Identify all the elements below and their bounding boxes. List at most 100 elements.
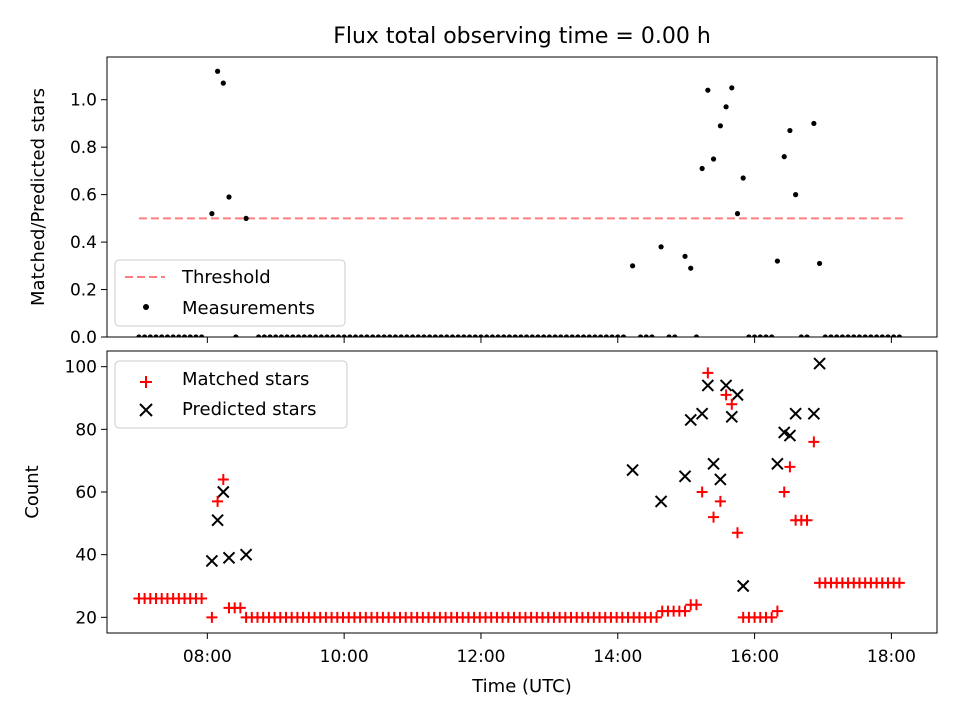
predicted-star-point <box>714 473 727 486</box>
measurement-point <box>427 334 433 337</box>
matched-star-point <box>766 611 778 623</box>
predicted-star-point <box>789 407 802 420</box>
top-y-tick-label: 0.4 <box>70 233 97 253</box>
measurement-point <box>261 334 267 337</box>
measurement-point <box>729 85 735 91</box>
matched-star-point <box>702 367 714 379</box>
legend-predicted-swatch <box>139 403 153 417</box>
measurement-point <box>879 334 885 337</box>
measurement-point <box>495 334 501 337</box>
measurement-point <box>313 334 319 337</box>
measurement-point <box>220 80 226 86</box>
measurement-point <box>501 334 507 337</box>
measurement-point <box>370 334 376 337</box>
measurement-point <box>518 334 524 337</box>
matched-star-point <box>808 436 820 448</box>
predicted-star-point <box>725 410 738 424</box>
measurement-point <box>472 334 478 337</box>
measurement-point <box>301 334 307 337</box>
measurement-point <box>489 334 495 337</box>
matched-star-point <box>731 527 743 539</box>
measurement-point <box>558 334 564 337</box>
predicted-star-point <box>783 429 797 442</box>
measurement-point <box>822 334 828 337</box>
bottom-y-ticks: 20 40 60 80 100 <box>65 358 107 628</box>
measurement-point <box>164 334 171 337</box>
measurement-point <box>398 334 404 337</box>
measurement-point <box>142 334 148 337</box>
predicted-star-point <box>239 548 253 561</box>
predicted-star-point <box>731 388 744 402</box>
measurement-point <box>804 334 810 337</box>
predicted-star-point <box>695 407 709 420</box>
predicted-star-point <box>678 470 692 483</box>
measurement-point <box>199 334 205 337</box>
measurement-point <box>421 334 427 337</box>
measurement-point <box>307 334 313 337</box>
matched-star-point <box>679 605 691 617</box>
measurement-point <box>295 334 302 337</box>
measurement-point <box>341 334 347 337</box>
measurement-point <box>267 334 273 337</box>
measurement-point <box>273 334 279 337</box>
top-axes-frame <box>106 56 938 338</box>
measurement-point <box>609 334 615 337</box>
measurement-point <box>839 334 845 337</box>
measurement-point <box>629 263 636 269</box>
measurement-point <box>455 334 461 337</box>
measurement-point <box>404 334 410 337</box>
x-axis-label: Time (UTC) <box>471 676 572 697</box>
measurement-point <box>415 334 421 337</box>
measurement-point <box>193 334 199 337</box>
measurement-point <box>284 334 290 337</box>
measurement-point <box>672 334 678 337</box>
matched-star-point <box>651 611 663 623</box>
measurement-point <box>181 334 188 337</box>
top-x-ticks <box>206 337 892 343</box>
x-tick-label: 14:00 <box>593 647 642 667</box>
measurement-point <box>769 334 775 337</box>
measurement-point <box>637 334 644 337</box>
predicted-star-point <box>707 457 720 471</box>
matched-star-point <box>234 602 246 614</box>
bottom-y-tick-label: 60 <box>75 483 97 503</box>
measurement-point <box>710 156 717 162</box>
measurement-point <box>153 334 159 337</box>
bottom-y-tick-label: 80 <box>75 420 97 440</box>
bottom-y-tick-label: 100 <box>65 358 97 378</box>
predicted-star-point <box>217 485 230 499</box>
measurement-point <box>705 87 711 93</box>
legend-predicted-label: Predicted stars <box>182 399 316 420</box>
measurement-point <box>793 192 799 198</box>
measurement-point <box>535 334 541 337</box>
measurement-point <box>598 334 604 337</box>
measurement-point <box>484 334 490 337</box>
measurement-point <box>828 334 834 337</box>
top-y-tick-label: 0.6 <box>70 186 97 206</box>
measurement-point <box>811 120 817 127</box>
legend-matched-label: Matched stars <box>182 369 309 390</box>
measurement-point <box>449 334 456 337</box>
measurement-point <box>358 334 364 337</box>
measurement-point <box>798 334 804 337</box>
top-legend-box <box>114 259 346 327</box>
measurement-point <box>136 334 142 337</box>
measurement-point <box>523 334 530 337</box>
measurement-point <box>432 334 438 337</box>
measurement-point <box>278 334 285 337</box>
measurement-point <box>214 68 221 74</box>
bottom-y-tick-label: 20 <box>75 608 97 628</box>
measurement-point <box>318 334 324 337</box>
x-tick-label: 12:00 <box>456 647 505 667</box>
predicted-star-point <box>222 551 236 565</box>
matched-star-point <box>893 577 905 589</box>
measurement-point <box>552 334 558 337</box>
bottom-panel: 20 40 60 80 100 08:00 10:00 12:00 14:00 16:00 18:… <box>22 350 938 697</box>
measurement-point <box>862 334 868 337</box>
top-y-axis-label: Matched/Predicted stars <box>28 88 49 306</box>
measurement-point <box>763 334 769 337</box>
bottom-legend: Matched stars Predicted stars <box>114 360 348 429</box>
measurement-point <box>723 104 729 110</box>
measurement-point <box>757 334 763 337</box>
predicted-star-point <box>807 407 821 420</box>
